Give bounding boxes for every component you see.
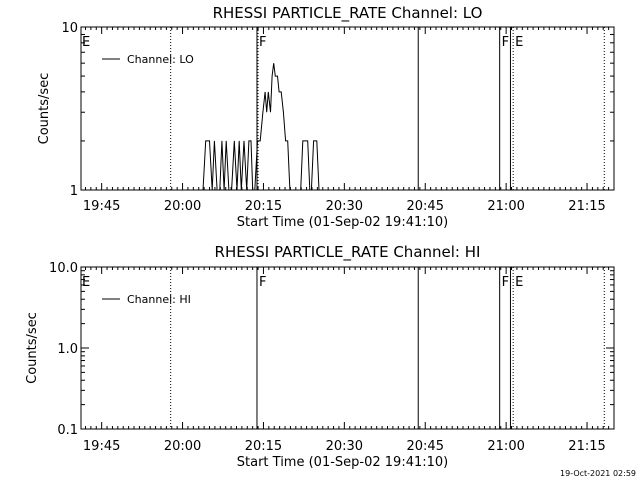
legend-label: Channel: HI	[127, 293, 191, 306]
y-axis-label: Counts/sec	[37, 73, 52, 145]
x-tick-label: 20:30	[326, 199, 363, 214]
y-tick-label: 0.1	[57, 423, 78, 438]
x-tick-label: 20:30	[326, 439, 363, 454]
chart-panel-1: RHESSI PARTICLE_RATE Channel: LO Start Ti…	[37, 4, 615, 230]
edge-marker-label: E	[82, 275, 90, 290]
x-tick-label: 20:45	[407, 439, 444, 454]
y-axis-label: Counts/sec	[25, 312, 40, 384]
x-tick-label: 21:00	[487, 199, 524, 214]
plot-frame	[80, 266, 615, 430]
x-tick-label: 20:00	[164, 199, 201, 214]
timestamp: 19-Oct-2021 02:59	[560, 469, 636, 478]
x-tick-label: 20:15	[245, 439, 282, 454]
chart-title: RHESSI PARTICLE_RATE Channel: HI	[215, 243, 481, 262]
x-axis-label: Start Time (01-Sep-02 19:41:10)	[237, 455, 448, 470]
event-marker-label: F	[259, 35, 266, 50]
x-axis-label: Start Time (01-Sep-02 19:41:10)	[237, 215, 448, 230]
x-tick-label: 19:45	[83, 199, 120, 214]
y-tick-label: 10	[61, 21, 78, 36]
event-marker-label: F	[502, 35, 509, 50]
y-tick-label: 1	[70, 184, 78, 199]
event-marker-label: E	[515, 275, 523, 290]
edge-marker-label: E	[82, 35, 90, 50]
chart-title: RHESSI PARTICLE_RATE Channel: LO	[213, 4, 483, 23]
x-tick-label: 21:15	[568, 439, 605, 454]
x-tick-label: 20:45	[407, 199, 444, 214]
x-tick-label: 21:00	[487, 439, 524, 454]
series-line-1	[202, 63, 324, 191]
event-marker-label: E	[515, 35, 523, 50]
event-marker-label: F	[502, 275, 509, 290]
x-tick-label: 20:15	[245, 199, 282, 214]
chart-panel-2: RHESSI PARTICLE_RATE Channel: HI Start Ti…	[25, 243, 615, 470]
y-tick-label: 1.0	[57, 342, 78, 357]
event-marker-label: F	[259, 275, 266, 290]
y-tick-label: 10.0	[49, 261, 78, 276]
legend-label: Channel: LO	[127, 53, 194, 66]
x-tick-label: 19:45	[83, 439, 120, 454]
x-tick-label: 20:00	[164, 439, 201, 454]
plot-frame	[80, 26, 615, 191]
x-tick-label: 21:15	[568, 199, 605, 214]
